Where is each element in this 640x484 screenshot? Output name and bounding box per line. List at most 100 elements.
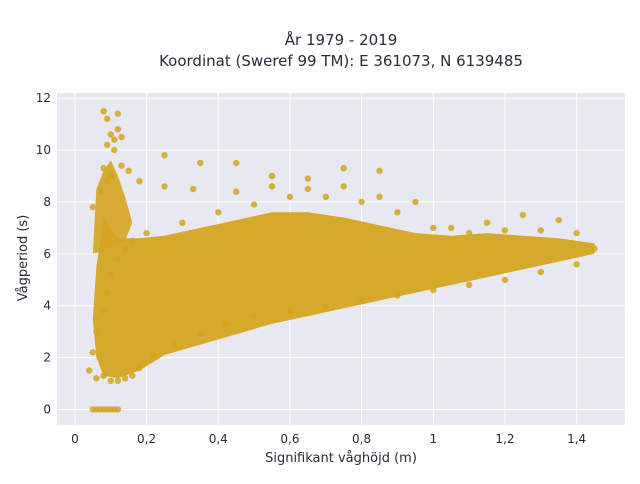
data-point: [93, 328, 100, 335]
data-point: [100, 372, 107, 379]
data-point: [340, 183, 347, 190]
data-point: [100, 108, 107, 115]
data-point: [358, 198, 365, 206]
data-point: [121, 245, 129, 252]
data-point: [430, 286, 437, 294]
data-point: [376, 167, 383, 174]
data-point: [107, 131, 115, 138]
data-point: [573, 261, 580, 268]
data-point: [519, 211, 527, 219]
x-tick-label: 0,2: [137, 432, 156, 446]
data-point: [96, 188, 104, 195]
data-point: [114, 406, 122, 413]
data-point: [104, 289, 111, 296]
x-tick-label: 0,8: [352, 432, 371, 446]
data-point: [104, 178, 111, 185]
y-tick-label: 8: [43, 195, 51, 209]
data-point: [136, 364, 143, 372]
data-point: [172, 341, 179, 348]
x-tick-label: 0,6: [280, 432, 299, 446]
data-point: [190, 185, 197, 193]
y-tick-label: 10: [36, 143, 51, 157]
data-point: [573, 229, 580, 237]
data-point: [555, 216, 562, 224]
data-point: [304, 185, 312, 193]
data-point: [197, 331, 204, 338]
data-point: [250, 201, 258, 208]
data-point: [161, 152, 168, 159]
data-point: [121, 375, 129, 382]
data-point: [125, 167, 132, 174]
x-tick-label: 1: [429, 432, 437, 446]
dense-point-region: [92, 160, 133, 254]
data-point: [111, 146, 118, 154]
x-tick-label: 1,2: [495, 432, 514, 446]
y-tick-label: 12: [36, 91, 51, 105]
data-point: [129, 372, 136, 379]
y-tick-label: 4: [43, 299, 51, 313]
data-point: [304, 175, 312, 182]
data-point: [268, 172, 276, 180]
data-point: [483, 219, 491, 226]
data-point: [161, 183, 168, 190]
data-point: [118, 162, 125, 169]
data-point: [111, 136, 118, 143]
data-point: [107, 271, 115, 278]
data-point: [114, 110, 122, 117]
data-point: [537, 227, 544, 234]
x-axis-label: Signifikant våghöjd (m): [265, 451, 417, 466]
data-point: [376, 193, 383, 200]
data-point: [129, 237, 136, 244]
data-point: [233, 159, 240, 167]
data-point: [322, 302, 329, 309]
data-point: [93, 375, 100, 382]
data-point: [104, 141, 111, 149]
dense-point-region: [92, 212, 595, 379]
data-point: [89, 349, 97, 356]
data-point: [215, 209, 222, 216]
data-point: [100, 307, 107, 315]
y-tick-label: 0: [43, 402, 51, 416]
point-cloud: [92, 160, 595, 379]
data-point: [394, 292, 401, 299]
data-point: [136, 178, 143, 185]
data-point: [107, 172, 115, 180]
data-point: [118, 133, 125, 141]
data-point: [358, 297, 365, 304]
x-tick-label: 0: [71, 432, 79, 446]
data-point: [465, 229, 473, 237]
data-point: [107, 377, 115, 385]
data-point: [114, 126, 122, 133]
data-point: [179, 219, 186, 226]
data-point: [322, 193, 329, 200]
y-tick-labels: 0 2 4 6 8 10 12: [36, 91, 51, 416]
data-point: [537, 268, 544, 276]
data-point: [197, 159, 204, 167]
data-point: [465, 281, 473, 289]
x-tick-label: 1,4: [567, 432, 586, 446]
data-point: [150, 351, 157, 359]
data-point: [394, 209, 401, 216]
data-point: [89, 203, 97, 211]
data-point: [340, 165, 347, 172]
data-point: [143, 229, 150, 237]
chart-title-line-2: Koordinat (Sweref 99 TM): E 361073, N 61…: [159, 52, 523, 70]
data-point: [104, 115, 111, 123]
data-point: [86, 367, 93, 374]
data-point: [448, 224, 455, 232]
data-point: [114, 377, 122, 385]
data-point: [233, 188, 240, 195]
data-point: [430, 224, 437, 232]
data-point: [412, 198, 419, 206]
data-point: [286, 307, 294, 315]
data-point: [222, 320, 229, 327]
data-point: [591, 245, 598, 252]
y-tick-label: 2: [43, 351, 51, 365]
y-axis-label: Vågperiod (s): [16, 215, 31, 302]
data-point: [501, 276, 509, 283]
data-point: [268, 183, 276, 190]
data-point: [286, 193, 294, 200]
data-point: [100, 165, 107, 172]
data-point: [501, 227, 509, 234]
